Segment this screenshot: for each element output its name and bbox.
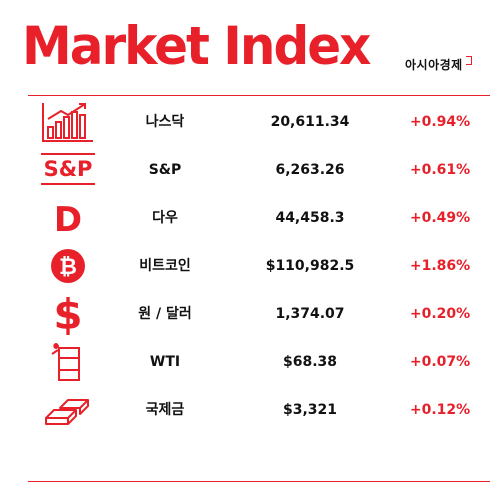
row-name: 원 / 달러: [138, 306, 192, 322]
row-change: +0.12%: [409, 402, 471, 418]
row-name: S&P: [148, 162, 182, 178]
market-index-table: 나스닥 20,611.34 +0.94% S&P S&P 6,263.26 +0…: [0, 98, 500, 434]
row-name: 비트코인: [139, 258, 191, 274]
row-change: +0.20%: [409, 306, 471, 322]
row-value: 1,374.07: [275, 306, 345, 322]
row-name: 국제금: [145, 402, 185, 418]
table-row: D 다우 44,458.3 +0.49%: [0, 194, 500, 242]
table-row: $ 원 / 달러 1,374.07 +0.20%: [0, 290, 500, 338]
table-row: 나스닥 20,611.34 +0.94%: [0, 98, 500, 146]
row-value: 6,263.26: [275, 162, 345, 178]
row-change: +0.07%: [409, 354, 471, 370]
row-change: +0.61%: [409, 162, 471, 178]
bitcoin-icon: ₿: [38, 245, 98, 287]
row-change: +1.86%: [409, 258, 471, 274]
table-row: 국제금 $3,321 +0.12%: [0, 386, 500, 434]
top-divider: [28, 95, 490, 96]
page-title: Market Index: [22, 15, 371, 77]
dow-letter-text: D: [54, 200, 82, 239]
row-value: $3,321: [282, 402, 338, 418]
brand-name: 아시아경제: [405, 58, 463, 72]
brand-mark-icon: [465, 56, 472, 65]
dow-letter-icon: D: [38, 197, 98, 239]
gold-bars-icon: [38, 389, 98, 431]
row-name: WTI: [149, 354, 181, 370]
table-row: WTI $68.38 +0.07%: [0, 338, 500, 386]
row-value: $110,982.5: [265, 258, 355, 274]
row-value: 20,611.34: [270, 114, 350, 130]
bottom-divider: [28, 481, 490, 482]
table-row: S&P S&P 6,263.26 +0.61%: [0, 146, 500, 194]
row-value: 44,458.3: [275, 210, 345, 226]
sp-logo-icon: S&P: [38, 149, 98, 191]
row-change: +0.49%: [409, 210, 471, 226]
dollar-sign-icon: $: [38, 292, 98, 336]
row-change: +0.94%: [409, 114, 471, 130]
bitcoin-symbol: ₿: [59, 255, 77, 280]
brand-logo: 아시아경제: [405, 56, 472, 73]
bar-chart-icon: [38, 101, 98, 143]
table-row: ₿ 비트코인 $110,982.5 +1.86%: [0, 242, 500, 290]
dollar-symbol: $: [53, 292, 82, 336]
row-value: $68.38: [282, 354, 338, 370]
row-name: 나스닥: [145, 114, 185, 130]
sp-logo-text: S&P: [44, 157, 93, 181]
row-name: 다우: [152, 210, 178, 226]
oil-barrel-icon: [38, 341, 98, 383]
